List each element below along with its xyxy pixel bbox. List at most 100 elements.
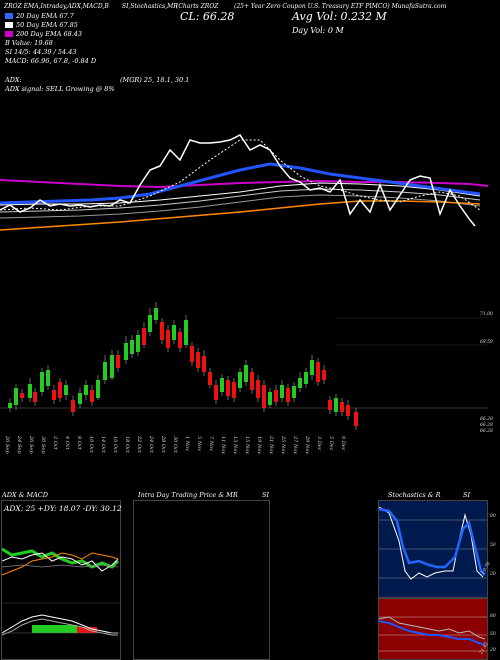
candle (346, 405, 350, 416)
date-label: 24 Oct (148, 436, 154, 453)
candle (274, 390, 278, 402)
candle (166, 330, 170, 348)
candle (196, 352, 200, 368)
legend-si: SI 14/5: 44.39 / 54.43 (5, 48, 77, 56)
date-label: 1 Nov (184, 436, 190, 451)
close-price: CL: 66.28 (180, 10, 235, 23)
candle (78, 393, 82, 404)
candle (116, 355, 120, 368)
legend-ema200: 200 Day EMA 68.43 (5, 30, 96, 39)
ema20-line (0, 162, 481, 205)
date-label: 7 Nov (208, 436, 214, 451)
date-label: 5 Dec (328, 436, 334, 451)
candle (334, 398, 338, 412)
adx-macd-panel: ADX: 25 +DY: 18.07 -DY: 30.12 (1, 500, 122, 660)
date-label: 9 Dec (340, 436, 346, 451)
date-label: 21 Nov (268, 436, 274, 455)
candle (110, 355, 114, 378)
date-label: 10 Oct (88, 436, 94, 453)
candle (136, 335, 140, 352)
candle (292, 386, 296, 398)
stoch-scale-20: 20 (490, 572, 496, 577)
candle (354, 412, 358, 426)
candle (96, 380, 100, 398)
candle (130, 340, 134, 354)
ema50-lines (0, 182, 481, 219)
candle (340, 402, 344, 412)
candle (148, 315, 152, 332)
stoch-si-label: SI (463, 491, 471, 499)
date-label: 18 Oct (124, 436, 130, 453)
si-svg (379, 616, 487, 652)
date-label: 27 Nov (292, 436, 298, 455)
date-label: 28 Oct (160, 436, 166, 453)
macd-lines (2, 614, 120, 636)
price-line (0, 134, 476, 227)
mr-panel (133, 500, 270, 660)
ema200-line (0, 179, 489, 189)
si-scale-20: 20 (490, 648, 496, 653)
candle (20, 393, 24, 398)
candle (322, 370, 326, 380)
candle (226, 380, 230, 396)
date-label: 24 Sep (16, 436, 22, 454)
date-label: 22 Oct (136, 436, 142, 453)
price-label: 71.00 (480, 312, 493, 317)
legend-ema20: 20 Day EMA 67.7 (5, 12, 96, 21)
candle (84, 385, 88, 395)
date-label: 30 Sep (40, 436, 46, 454)
candle (256, 380, 260, 398)
adx-readout: ADX: 25 +DY: 18.07 -DY: 30.12 (4, 504, 122, 513)
candle (316, 362, 320, 382)
candle (52, 390, 56, 400)
price-label: 66.28 (480, 423, 493, 428)
candle (202, 356, 206, 372)
adx-value: (MGR) 25, 18.1, 30.1 (120, 76, 190, 84)
legend-ema50: 50 Day EMA 67.85 (5, 21, 96, 30)
candle (310, 360, 314, 375)
adx-signal: ADX signal: SELL Growing @ 8% (5, 85, 115, 93)
date-label: 15 Nov (244, 436, 250, 455)
candle (160, 322, 164, 340)
header-indicators: SI,Stochastics,MR (122, 3, 178, 10)
price-label: 66.28 (480, 429, 493, 434)
header-title: (25+ Year Zero Coupon U.S. Treasury ETF … (234, 3, 447, 10)
adx-lines (2, 547, 120, 576)
adx-label: ADX: (5, 76, 22, 84)
date-label: 30 Oct (172, 436, 178, 453)
mr-title: Intra Day Trading Price & MR (138, 491, 238, 499)
header-symbol: ZROZ EMA,Intraday,ADX,MACD,B (4, 3, 109, 10)
candle (90, 390, 94, 402)
macd-histogram (32, 625, 97, 633)
ema50-swatch (5, 22, 13, 28)
date-label: 25 Nov (280, 436, 286, 455)
candle (268, 392, 272, 405)
adx-macd-title: ADX & MACD (2, 491, 48, 499)
price-label: 66.28 (480, 417, 493, 422)
ema200-swatch (5, 31, 13, 37)
date-label: 20 Sep (4, 436, 10, 454)
main-chart (0, 134, 489, 430)
ema20-swatch (5, 13, 13, 19)
candle (190, 346, 194, 362)
candle (184, 320, 188, 345)
candle (142, 328, 146, 345)
candle (214, 385, 218, 400)
candle (58, 382, 62, 398)
candle (8, 403, 12, 408)
candle (244, 365, 248, 382)
price-label: 69.59 (480, 340, 493, 345)
candles (8, 302, 358, 430)
legend-macd: MACD: 66.96, 67.8, -0.84 D (5, 57, 97, 65)
dotted-line (0, 139, 481, 211)
stoch-scale-80: 80 (490, 514, 496, 519)
candle (178, 332, 182, 348)
candle (124, 343, 128, 360)
legend: 20 Day EMA 67.7 50 Day EMA 67.85 200 Day… (5, 12, 96, 66)
stoch-scale-50: 50 (490, 543, 496, 548)
stoch-title: Stochastics & R (388, 491, 441, 499)
candle (172, 325, 176, 340)
candle (328, 400, 332, 410)
candle (286, 388, 290, 402)
si-panel (378, 598, 488, 660)
